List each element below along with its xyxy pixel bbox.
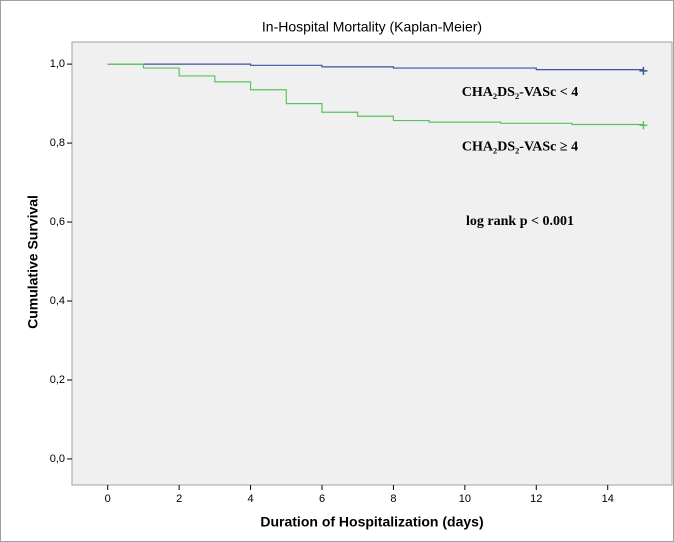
x-tick-label: 12 xyxy=(530,493,542,505)
x-tick-label: 0 xyxy=(105,493,111,505)
y-axis-label: Cumulative Survival xyxy=(25,195,41,329)
y-tick-label: 1,0 xyxy=(50,58,65,70)
y-tick-label: 0,2 xyxy=(50,374,65,386)
censor-mark xyxy=(639,121,648,130)
x-tick-label: 4 xyxy=(248,493,254,505)
plot-area xyxy=(71,41,673,486)
survival-curve xyxy=(107,63,645,71)
censor-mark xyxy=(639,66,648,75)
series-label: CHA₂DS₂-VASc ≥ 4 xyxy=(462,140,578,155)
x-tick-label: 2 xyxy=(176,493,182,505)
y-tick-label: 0,6 xyxy=(50,216,65,228)
chart-title: In-Hospital Mortality (Kaplan-Meier) xyxy=(262,19,482,35)
x-tick-label: 8 xyxy=(390,493,396,505)
survival-curve xyxy=(107,63,645,126)
annotation: log rank p < 0.001 xyxy=(466,214,574,229)
x-tick-label: 6 xyxy=(319,493,325,505)
x-tick-label: 14 xyxy=(602,493,614,505)
y-tick-label: 0,0 xyxy=(50,453,65,465)
series-label: CHA₂DS₂-VASc < 4 xyxy=(462,85,578,100)
y-tick-label: 0,4 xyxy=(50,295,65,307)
x-axis-label: Duration of Hospitalization (days) xyxy=(260,514,483,530)
y-tick-label: 0,8 xyxy=(50,137,65,149)
x-tick-label: 10 xyxy=(459,493,471,505)
